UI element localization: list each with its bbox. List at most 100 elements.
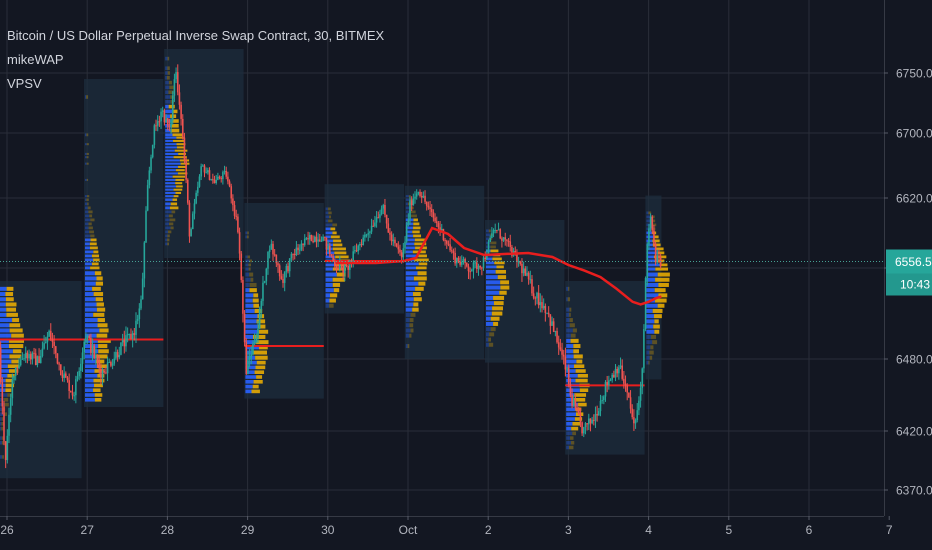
profile-bar-up — [646, 350, 650, 355]
candle-body — [243, 313, 246, 343]
candle-body — [253, 342, 256, 344]
profile-bar-down — [495, 269, 506, 274]
profile-bar-down — [168, 214, 173, 218]
profile-bar-down — [87, 202, 89, 206]
profile-bar-down — [89, 242, 97, 246]
profile-bar-down — [414, 258, 429, 262]
candle-body — [9, 398, 12, 415]
profile-bar-up — [646, 259, 657, 263]
profile-bar-up — [165, 104, 169, 109]
profile-bar-up — [405, 318, 410, 323]
candle-body — [195, 192, 197, 204]
profile-bar-up — [485, 269, 496, 274]
profile-bar-up — [245, 329, 259, 334]
candle-body — [365, 234, 368, 236]
profile-bar-up — [485, 321, 494, 326]
candle-body — [372, 225, 375, 227]
profile-bar-up — [646, 251, 658, 255]
indicator-vpsv[interactable]: VPSV — [7, 76, 42, 91]
profile-bar-down — [653, 235, 659, 239]
candle-body — [576, 407, 578, 410]
profile-bar-up — [325, 303, 330, 308]
profile-bar-down — [170, 226, 174, 230]
candle-body — [526, 272, 528, 276]
profile-bar-up — [84, 95, 87, 99]
indicator-mikewap[interactable]: mikeWAP — [7, 52, 64, 67]
candle-body — [367, 233, 370, 235]
profile-bar-down — [249, 259, 253, 263]
profile-bar-up — [566, 286, 569, 291]
candle-body — [31, 352, 34, 360]
profile-bar-up — [646, 272, 658, 277]
candle-body — [603, 396, 605, 401]
candle-body — [39, 355, 42, 364]
candle-body — [133, 333, 136, 335]
profile-bar-down — [92, 286, 101, 291]
profile-bar-down — [94, 398, 102, 402]
candle-body — [405, 224, 408, 242]
profile-bar-down — [492, 257, 502, 261]
profile-bar-down — [658, 282, 669, 287]
candle-body — [534, 297, 537, 299]
profile-bar-down — [89, 230, 94, 234]
candle-body — [562, 354, 565, 357]
candle-body — [606, 382, 608, 386]
profile-bar-down — [490, 249, 499, 253]
profile-bar-up — [84, 354, 96, 359]
profile-bar-down — [95, 359, 105, 364]
candle-body — [502, 237, 505, 241]
profile-bar-up — [165, 226, 171, 230]
candle-body — [486, 253, 488, 260]
candle-body — [252, 343, 254, 355]
profile-bar-down — [573, 349, 579, 354]
candle-body — [420, 196, 423, 198]
profile-bar-down — [413, 222, 420, 226]
profile-bar-up — [325, 239, 334, 243]
candle-body — [402, 248, 405, 258]
symbol-title[interactable]: Bitcoin / US Dollar Perpetual Inverse Sw… — [7, 28, 385, 43]
candle-body — [377, 217, 380, 219]
profile-bar-up — [84, 254, 92, 258]
candle-body — [29, 354, 32, 360]
candle-body — [278, 265, 281, 277]
profile-bar-up — [405, 297, 414, 302]
candle-body — [586, 423, 588, 425]
candle-body — [587, 418, 590, 425]
profile-bar-up — [566, 398, 574, 402]
candle-body — [479, 265, 481, 268]
profile-bar-down — [169, 206, 179, 210]
candle-body — [482, 257, 485, 268]
candle-body — [435, 221, 438, 224]
profile-bar-up — [165, 178, 176, 181]
candle-body — [158, 121, 161, 123]
profile-bar-up — [566, 369, 576, 373]
last-price-label: 6556.5 — [895, 255, 932, 269]
profile-bar-down — [252, 298, 259, 303]
x-tick-label: 7 — [886, 523, 893, 537]
candle-body — [240, 253, 243, 280]
profile-bar-up — [566, 318, 570, 323]
candle-body — [180, 104, 182, 119]
candle-body — [429, 207, 431, 210]
candle-body — [439, 227, 441, 231]
profile-bar-down — [253, 334, 266, 339]
profile-bar-up — [405, 292, 413, 297]
profile-bar-up — [84, 318, 98, 323]
profile-bar-down — [567, 297, 571, 302]
profile-bar-down — [5, 383, 15, 388]
profile-bar-down — [4, 412, 8, 416]
profile-bar-down — [409, 198, 413, 201]
legend-block: Bitcoin / US Dollar Perpetual Inverse Sw… — [7, 24, 384, 96]
profile-bar-down — [168, 90, 174, 94]
profile-bar-up — [405, 230, 413, 234]
y-tick-label: 6620.0 — [896, 192, 932, 206]
candle-body — [417, 191, 420, 194]
candle-body — [100, 368, 102, 378]
profile-bar-down — [574, 417, 583, 421]
candle-body — [646, 244, 649, 279]
candle-body — [536, 292, 538, 299]
candle-body — [0, 347, 2, 383]
